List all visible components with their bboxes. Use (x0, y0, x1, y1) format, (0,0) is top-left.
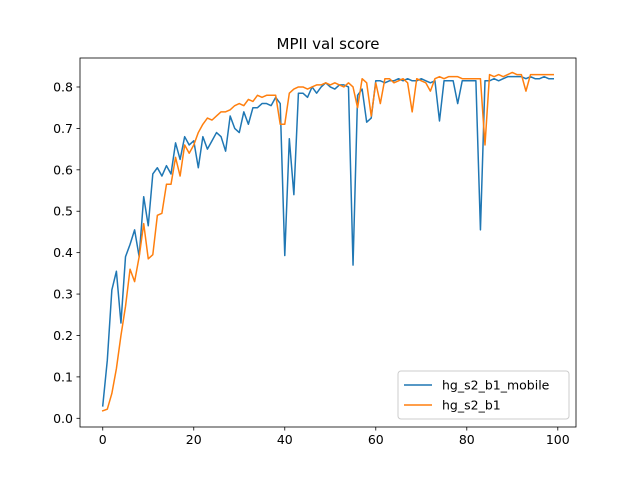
y-tick-label: 0.1 (53, 369, 73, 384)
legend-box (397, 370, 570, 420)
x-tick-label: 60 (368, 432, 384, 447)
y-tick-label: 0.5 (53, 204, 73, 219)
series-line-hg_s2_b1 (101, 71, 554, 412)
y-tick-label: 0.7 (53, 121, 73, 136)
axes: 0 20 40 60 80 100 0.0 0.1 0.2 0.3 0.4 0.5 0.6 0.7 0.8 (53, 57, 577, 447)
y-tick-label: 0.6 (53, 162, 73, 177)
y-tick-label: 0.2 (53, 328, 73, 343)
series-line-hg_s2_b1_mobile (101, 75, 554, 407)
legend: hg_s2_b1_mobile hg_s2_b1 (397, 370, 570, 420)
x-tick-label: 80 (459, 432, 475, 447)
plot-area (101, 71, 554, 412)
axes-frame (79, 57, 577, 428)
y-tick-label: 0.3 (53, 287, 73, 302)
x-tick-label: 40 (277, 432, 293, 447)
x-tick-label: 20 (186, 432, 202, 447)
y-tick-label: 0.4 (53, 245, 73, 260)
y-tick-label: 0.0 (53, 411, 73, 426)
x-tick-label: 100 (546, 432, 570, 447)
y-tick-label: 0.8 (53, 79, 73, 94)
x-tick-label: 0 (99, 432, 107, 447)
legend-label-hg_s2_b1: hg_s2_b1 (442, 398, 501, 413)
legend-label-hg_s2_b1_mobile: hg_s2_b1_mobile (442, 378, 550, 393)
chart-title: MPII val score (277, 35, 380, 53)
